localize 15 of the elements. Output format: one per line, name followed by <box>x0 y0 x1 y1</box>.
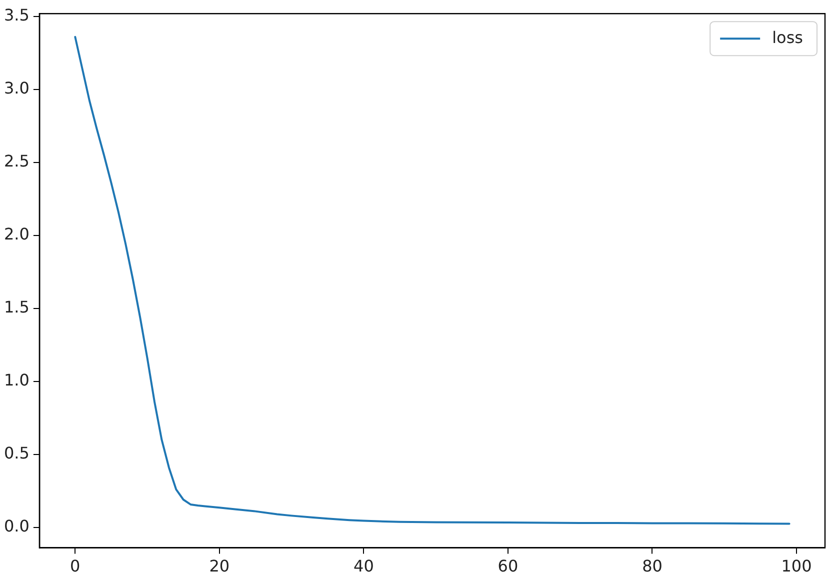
x-tick-label: 40 <box>354 556 374 576</box>
y-tick-label: 3.5 <box>4 6 30 25</box>
y-tick-label: 1.0 <box>4 370 30 390</box>
y-tick-label: 0.0 <box>4 516 30 536</box>
y-tick-label: 2.5 <box>4 152 30 171</box>
y-tick-label: 0.5 <box>4 444 30 463</box>
x-tick-label: 20 <box>209 556 230 576</box>
y-tick-label: 1.5 <box>4 298 30 317</box>
y-tick-label: 2.0 <box>4 224 30 244</box>
legend-label: loss <box>772 28 803 47</box>
x-tick-label: 60 <box>498 556 518 576</box>
x-tick-label: 80 <box>642 556 662 576</box>
x-tick-label: 100 <box>781 556 812 576</box>
x-tick-label: 0 <box>70 556 80 576</box>
y-tick-label: 3.0 <box>4 78 30 98</box>
